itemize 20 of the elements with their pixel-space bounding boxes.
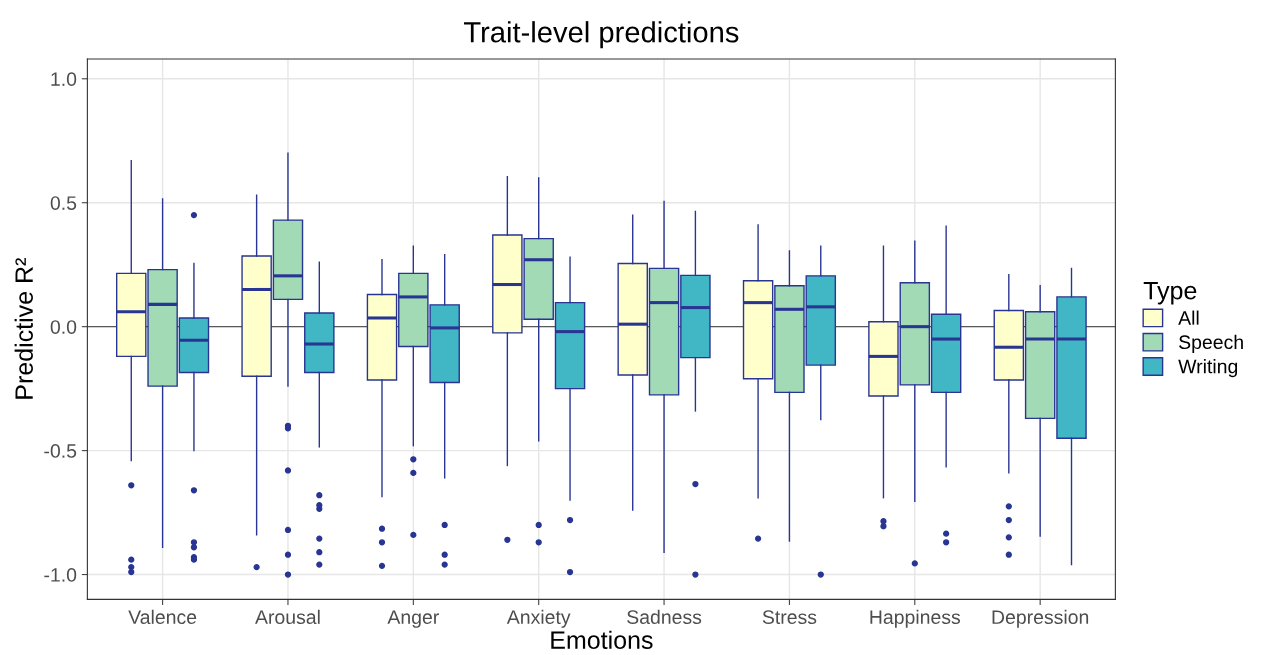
y-axis-title: Predictive R² — [14, 258, 33, 399]
x-tick-label: Happiness — [870, 609, 961, 628]
x-tick-label: Arousal — [255, 609, 320, 625]
x-axis-title: Emotions — [551, 630, 653, 650]
x-tick-label: Depression — [992, 609, 1089, 628]
legend-label: All — [1178, 310, 1199, 325]
y-tick-label: -1.0 — [44, 568, 77, 582]
x-tick-label: Sadness — [627, 609, 702, 625]
x-tick-label: Valence — [128, 609, 197, 625]
legend-title: Type — [1143, 282, 1197, 305]
x-tick-label: Anxiety — [506, 609, 571, 628]
y-tick-label: -0.5 — [44, 444, 77, 458]
y-tick-label: 1.0 — [51, 72, 77, 87]
x-tick-label: Stress — [762, 610, 817, 625]
x-tick-label: Anger — [387, 610, 439, 628]
legend-label: Speech — [1179, 334, 1243, 353]
chart-title: Trait-level predictions — [464, 21, 739, 49]
y-tick-label: 0.0 — [50, 320, 77, 334]
legend-label: Writing — [1178, 359, 1238, 378]
y-tick-label: 0.5 — [50, 196, 77, 210]
